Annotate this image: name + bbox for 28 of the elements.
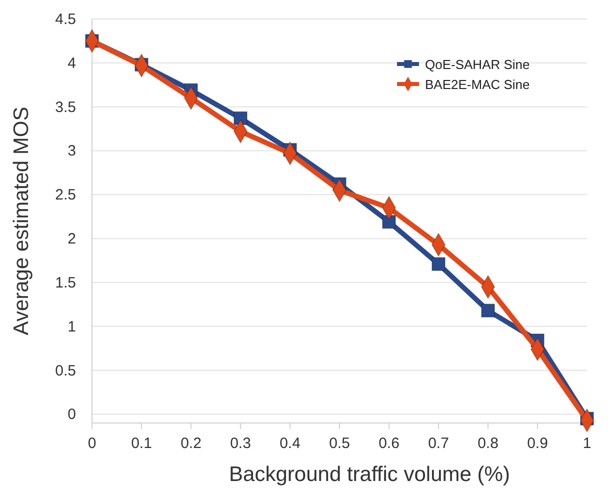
y-tick-label: 1 — [68, 318, 76, 336]
y-tick-label: 2.5 — [55, 186, 76, 204]
y-tick-label: 3 — [68, 142, 76, 160]
x-tick-label: 0.5 — [329, 435, 350, 452]
x-tick-label: 0.4 — [280, 435, 300, 452]
x-tick-label: 0.7 — [428, 435, 449, 452]
y-tick-label: 4.5 — [55, 11, 76, 28]
x-tick-label: 0 — [88, 435, 96, 452]
y-tick-label: 0.5 — [55, 362, 76, 380]
x-tick-label: 0.2 — [180, 435, 202, 452]
x-tick-label: 0.9 — [527, 435, 548, 452]
y-tick-label: 0 — [68, 406, 76, 424]
y-tick-label: 4 — [68, 54, 76, 72]
y-tick-label: 2 — [68, 230, 76, 248]
x-axis-title: Background traffic volume (%) — [229, 463, 510, 486]
legend-label: QoE-SAHAR Sine — [425, 57, 530, 72]
y-axis-title: Average estimated MOS — [10, 106, 33, 336]
point — [481, 304, 495, 318]
x-tick-label: 0.6 — [378, 435, 400, 452]
y-tick-label: 1.5 — [55, 274, 76, 292]
x-tick-label: 0.3 — [230, 435, 251, 452]
point — [432, 257, 446, 271]
point — [382, 214, 396, 229]
x-tick-label: 0.1 — [131, 435, 152, 452]
legend-label: BAE2E-MAC Sine — [425, 77, 530, 92]
x-tick-label: 1 — [582, 435, 592, 452]
x-tick-label: 0.8 — [478, 435, 498, 452]
y-tick-label: 3.5 — [55, 98, 76, 116]
